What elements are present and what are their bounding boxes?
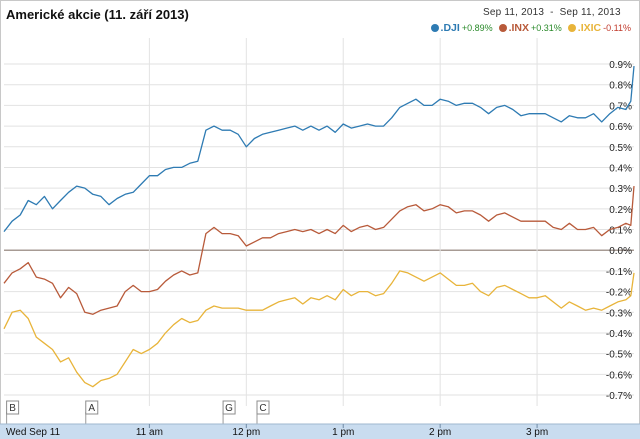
event-marker-box — [85, 400, 99, 415]
series-line-dji — [3, 66, 635, 232]
series-line-ixic — [3, 270, 635, 388]
x-tick-label: 3 pm — [526, 427, 548, 438]
event-marker-box — [222, 400, 236, 415]
y-tick-label: 0.5% — [609, 143, 632, 154]
y-tick-label: -0.5% — [606, 350, 632, 361]
event-marker-a: A — [88, 403, 95, 414]
y-tick-label: 0.7% — [609, 101, 632, 112]
y-tick-label: -0.7% — [606, 391, 632, 402]
time-axis-band[interactable] — [0, 424, 640, 439]
x-tick-label: Wed Sep 11 — [6, 427, 61, 438]
y-tick-label: -0.2% — [606, 288, 632, 299]
y-tick-label: -0.6% — [606, 370, 632, 381]
y-tick-label: 0.9% — [609, 60, 632, 71]
legend-change-dji: +0.89% — [461, 23, 493, 33]
y-tick-label: 0.8% — [609, 81, 632, 92]
legend-name-ixic: .IXIC — [577, 22, 602, 34]
legend-name-dji: .DJI — [440, 22, 460, 34]
y-tick-label: 0.3% — [609, 184, 632, 195]
ixic-color-dot-icon — [567, 24, 576, 32]
event-marker-box — [256, 400, 270, 415]
event-marker-b: B — [9, 403, 16, 414]
legend-change-ixic: -0.11% — [603, 23, 631, 33]
legend-change-inx: +0.31% — [531, 23, 562, 33]
y-tick-label: 0.6% — [609, 122, 632, 133]
date-range-separator: - — [550, 7, 554, 18]
y-tick-label: -0.4% — [606, 329, 632, 340]
date-range-from[interactable]: Sep 11, 2013 — [483, 7, 545, 18]
dji-color-dot-icon — [430, 24, 439, 32]
chart-title: Americké akcie (11. září 2013) — [6, 7, 189, 22]
legend-name-inx: .INX — [508, 22, 530, 34]
x-tick-label: 12 pm — [232, 427, 260, 438]
legend: .DJI +0.89% .INX +0.31% .IXIC -0.11% — [430, 22, 631, 34]
y-tick-label: 0.2% — [609, 205, 632, 216]
legend-item-dji[interactable]: .DJI +0.89% — [430, 22, 493, 34]
y-tick-label: 0.4% — [609, 163, 632, 174]
y-tick-label: -0.3% — [606, 308, 632, 319]
inx-color-dot-icon — [498, 24, 507, 32]
x-tick-label: 2 pm — [429, 427, 451, 438]
y-tick-label: 0.0% — [609, 246, 632, 257]
x-tick-label: 11 am — [136, 427, 163, 438]
y-tick-label: 0.1% — [609, 226, 632, 237]
y-tick-label: -0.1% — [606, 267, 632, 278]
event-marker-c: C — [259, 403, 266, 414]
legend-item-ixic[interactable]: .IXIC -0.11% — [567, 22, 631, 34]
date-range-to[interactable]: Sep 11, 2013 — [559, 7, 621, 18]
x-tick-label: 1 pm — [332, 427, 354, 438]
series-line-inx — [3, 186, 635, 315]
date-range: Sep 11, 2013 - Sep 11, 2013 — [483, 7, 621, 18]
event-marker-box — [6, 400, 20, 415]
legend-item-inx[interactable]: .INX +0.31% — [498, 22, 562, 34]
event-marker-g: G — [225, 403, 233, 414]
